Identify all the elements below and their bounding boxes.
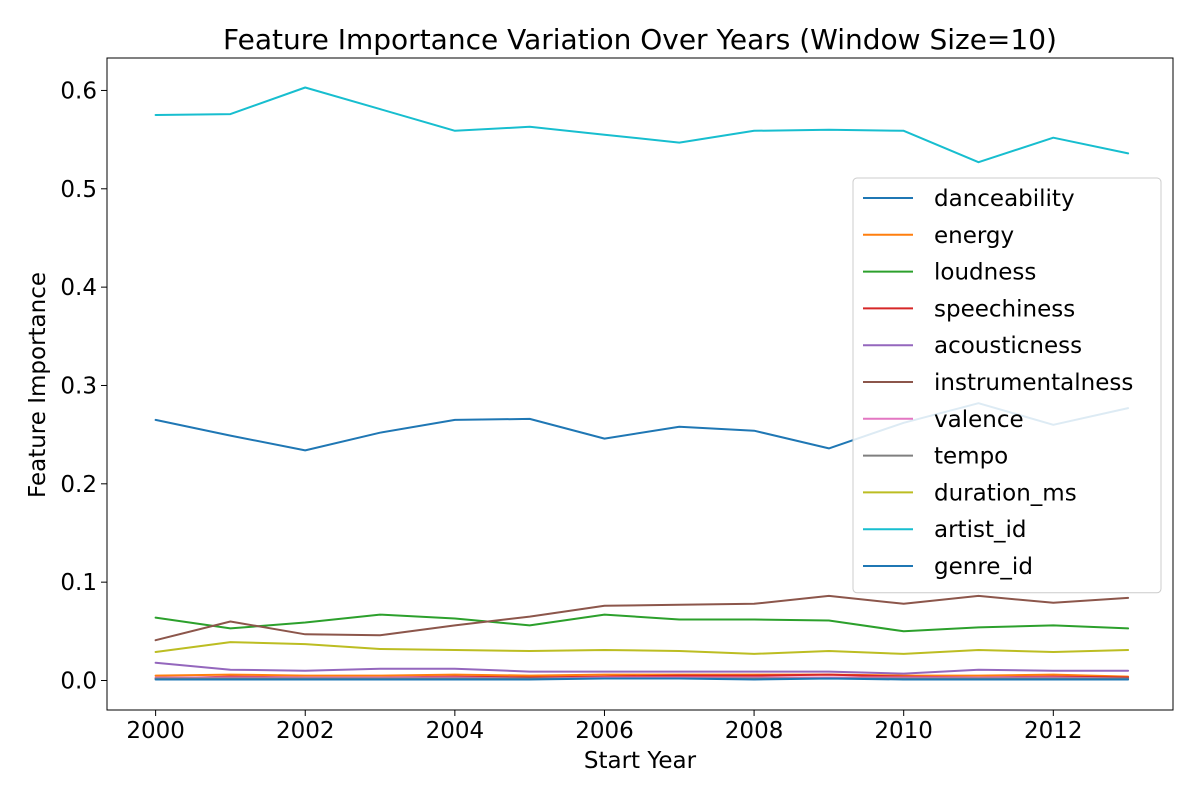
y-axis: 0.0 0.1 0.2 0.3 0.4 0.5 0.6	[60, 78, 107, 694]
legend-label: genre_id	[934, 554, 1033, 580]
x-tick-label: 2004	[426, 718, 485, 744]
x-axis-label: Start Year	[584, 748, 697, 774]
legend-label: artist_id	[934, 517, 1026, 543]
y-tick-label: 0.5	[60, 177, 97, 203]
series-line-energy	[154, 673, 1130, 678]
x-tick-label: 2010	[874, 718, 933, 744]
plot-area	[106, 57, 1174, 711]
series-line-artist-id	[154, 86, 1130, 164]
chart-title: Feature Importance Variation Over Years …	[223, 23, 1057, 56]
y-tick-label: 0.2	[60, 472, 97, 498]
x-axis: 2000 2002 2004 2006 2008 2010 2012	[126, 710, 1083, 744]
series-line-duration-ms	[154, 641, 1130, 655]
x-tick-label: 2008	[725, 718, 784, 744]
x-tick-label: 2000	[126, 718, 185, 744]
y-tick-label: 0.3	[60, 373, 97, 399]
series-line-acousticness	[154, 661, 1130, 675]
legend-label: danceability	[934, 186, 1075, 212]
legend-label: loudness	[934, 260, 1036, 286]
y-tick-label: 0.1	[60, 570, 97, 596]
series-line-instrumentalness	[154, 594, 1130, 642]
legend-label: acousticness	[934, 333, 1082, 359]
x-tick-label: 2002	[276, 718, 335, 744]
y-tick-label: 0.4	[60, 275, 97, 301]
legend-label: speechiness	[934, 296, 1075, 322]
y-tick-label: 0.6	[60, 78, 97, 104]
y-tick-label: 0.0	[60, 668, 97, 694]
series-line-genre-id	[154, 677, 1130, 681]
legend-label: valence	[934, 407, 1024, 433]
legend-label: instrumentalness	[934, 370, 1133, 396]
legend-label: energy	[934, 223, 1014, 249]
series-line-loudness	[154, 613, 1130, 633]
legend-box	[852, 177, 1162, 594]
legend-label: duration_ms	[934, 480, 1077, 506]
legend: danceability energy loudness speechiness aco…	[852, 177, 1162, 594]
legend-label: tempo	[934, 444, 1008, 470]
x-tick-label: 2006	[575, 718, 634, 744]
x-tick-label: 2012	[1024, 718, 1083, 744]
y-axis-label: Feature Importance	[25, 272, 51, 498]
